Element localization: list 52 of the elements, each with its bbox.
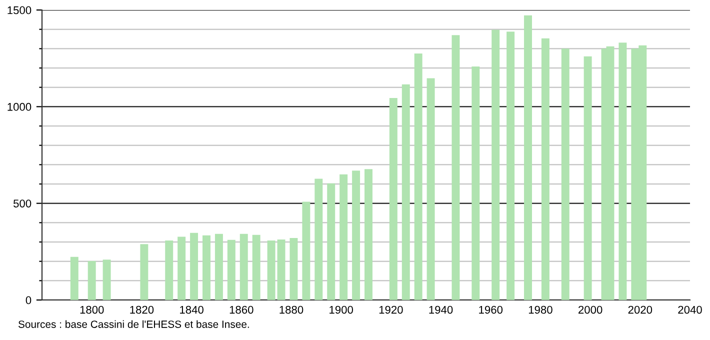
- bar: [140, 244, 148, 300]
- y-tick-label: 1000: [8, 102, 32, 111]
- x-tick-label: 1900: [330, 306, 353, 314]
- bar: [352, 170, 360, 300]
- bar: [506, 32, 515, 300]
- x-tick-label: 1840: [180, 306, 204, 314]
- bar: [452, 35, 460, 300]
- x-tick-label: 1800: [80, 306, 104, 314]
- source-note: Sources : base Cassini de l'EHESS et base Insee.: [18, 320, 249, 328]
- x-tick-label: 1860: [230, 306, 254, 314]
- bar: [426, 78, 435, 300]
- bar: [102, 260, 111, 300]
- bar: [327, 183, 336, 300]
- x-tick-label: 1980: [528, 306, 552, 314]
- bar: [178, 236, 186, 300]
- bar: [492, 30, 500, 300]
- y-tick-label: 500: [13, 200, 32, 208]
- bar: [227, 240, 236, 300]
- bar: [561, 48, 570, 300]
- x-tick-label: 2040: [678, 306, 702, 314]
- x-tick-label: 2000: [578, 306, 602, 314]
- bar: [364, 169, 372, 300]
- bar: [165, 240, 174, 300]
- bar: [214, 234, 223, 300]
- bar: [340, 174, 348, 300]
- x-tick-label: 1940: [429, 306, 453, 314]
- bar: [240, 234, 248, 300]
- bar: [314, 178, 323, 300]
- bar: [472, 66, 480, 300]
- bar: [584, 56, 592, 300]
- bar: [414, 54, 422, 300]
- x-tick-label: 1820: [130, 306, 154, 314]
- bar: [541, 38, 550, 300]
- bar: [389, 98, 398, 300]
- x-tick-label: 1960: [479, 306, 503, 314]
- x-tick-label: 1880: [280, 306, 304, 314]
- bar: [302, 202, 310, 300]
- bar: [524, 15, 532, 300]
- bar: [290, 238, 298, 300]
- y-tick-label: 1500: [8, 6, 32, 14]
- bar: [618, 42, 627, 300]
- bar: [190, 232, 198, 300]
- bar: [277, 239, 286, 300]
- bar: [88, 260, 96, 300]
- bar: [267, 240, 276, 300]
- bar: [402, 84, 410, 300]
- y-tick-label: 0: [26, 296, 32, 304]
- bar: [70, 256, 78, 300]
- x-tick-label: 1920: [379, 306, 403, 314]
- x-tick-label: 2020: [628, 306, 652, 314]
- bar: [252, 234, 260, 300]
- bar: [202, 235, 210, 300]
